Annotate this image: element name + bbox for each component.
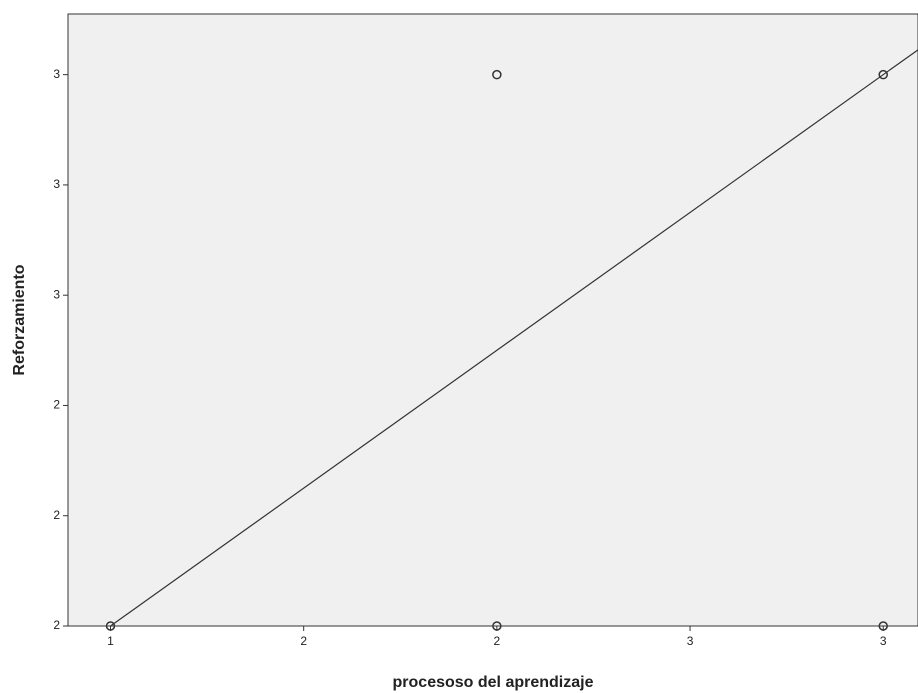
point [878, 69, 888, 80]
x-tick-label: 3 [687, 634, 694, 648]
x-tick-label: 2 [300, 634, 307, 648]
x-axis-title: procesoso del aprendizaje [393, 674, 594, 691]
x-tick-label: 1 [107, 634, 114, 648]
y-axis-title: Reforzamiento [11, 264, 28, 375]
y-tick-label: 2 [53, 618, 60, 632]
y-tick-label: 3 [53, 177, 60, 191]
plot-area [67, 13, 918, 627]
x-tick-label: 2 [494, 634, 501, 648]
y-tick-label: 2 [53, 508, 60, 522]
y-tick-label: 3 [53, 67, 60, 81]
y-tick-label: 3 [53, 287, 60, 301]
point [492, 69, 502, 80]
x-tick-label: 3 [880, 634, 887, 648]
point [492, 621, 502, 631]
point [105, 621, 116, 631]
y-tick-label: 2 [53, 398, 60, 412]
fit-line [109, 49, 918, 626]
point [878, 621, 888, 631]
